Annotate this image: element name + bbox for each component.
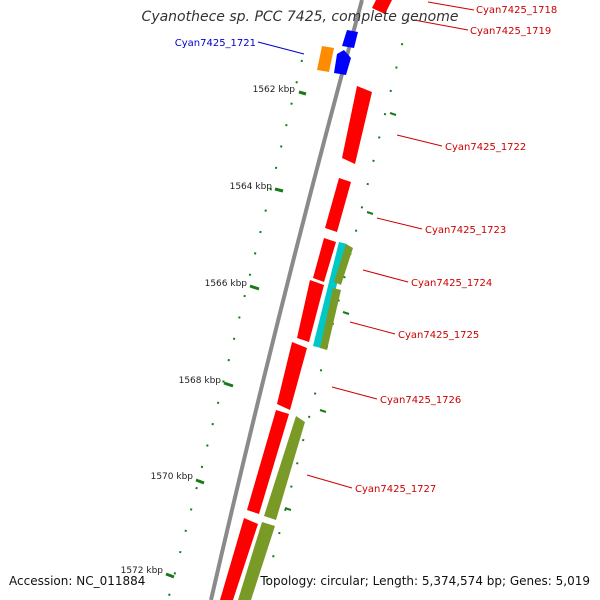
label-leader-lines — [257, 1, 475, 489]
accession-text: Accession: NC_011884 — [9, 574, 146, 588]
inner-tick-marks — [284, 112, 397, 511]
ruler-label: 1570 kbp — [151, 472, 194, 482]
gene-blue-1 — [342, 30, 358, 48]
genome-summary: Topology: circular; Length: 5,374,574 bp… — [260, 574, 590, 588]
gene-cyan7425-1718 — [372, 0, 392, 14]
ruler-labels: 1562 kbp 1564 kbp 1566 kbp 1568 kbp 1570… — [121, 85, 296, 576]
ruler-label: 1572 kbp — [121, 566, 164, 576]
gene-label: Cyan7425_1721 — [175, 38, 256, 49]
map-title: Cyanothece sp. PCC 7425, complete genome — [141, 9, 459, 25]
gene-label: Cyan7425_1725 — [398, 330, 479, 341]
ruler-track — [167, 59, 303, 600]
gene-cyan7425-1727 — [247, 410, 289, 514]
gene-label: Cyan7425_1724 — [411, 278, 492, 289]
gene-cyan7425-1726 — [277, 342, 307, 410]
gene-label: Cyan7425_1722 — [445, 142, 526, 153]
gene-label: Cyan7425_1719 — [470, 26, 551, 37]
ruler-label: 1564 kbp — [230, 182, 273, 192]
gene-olive-1 — [334, 244, 353, 285]
gene-cyan7425-1728 — [220, 518, 258, 600]
genome-backbone — [209, 0, 364, 600]
gene-cyan7425-1721 — [317, 46, 334, 72]
gene-blue-2 — [334, 50, 351, 75]
gene-label: Cyan7425_1726 — [380, 395, 461, 406]
gene-cyan7425-1724 — [313, 238, 336, 282]
gene-olive-2 — [320, 288, 341, 350]
gene-cyan7425-1722 — [342, 86, 372, 164]
gene-labels: Cyan7425_1718 Cyan7425_1719 Cyan7425_172… — [175, 5, 558, 495]
ruler-label: 1562 kbp — [253, 85, 296, 95]
gene-label: Cyan7425_1723 — [425, 225, 506, 236]
gene-cyan7425-1724b — [297, 280, 324, 342]
ruler-label: 1566 kbp — [205, 279, 248, 289]
gene-olive-4 — [238, 522, 275, 600]
ruler-label: 1568 kbp — [179, 376, 222, 386]
gene-olive-3 — [264, 416, 305, 520]
ruler-major-ticks — [165, 90, 307, 579]
gene-cyan7425-1723 — [325, 178, 351, 232]
gene-label: Cyan7425_1718 — [476, 5, 557, 16]
gene-label: Cyan7425_1727 — [355, 484, 436, 495]
